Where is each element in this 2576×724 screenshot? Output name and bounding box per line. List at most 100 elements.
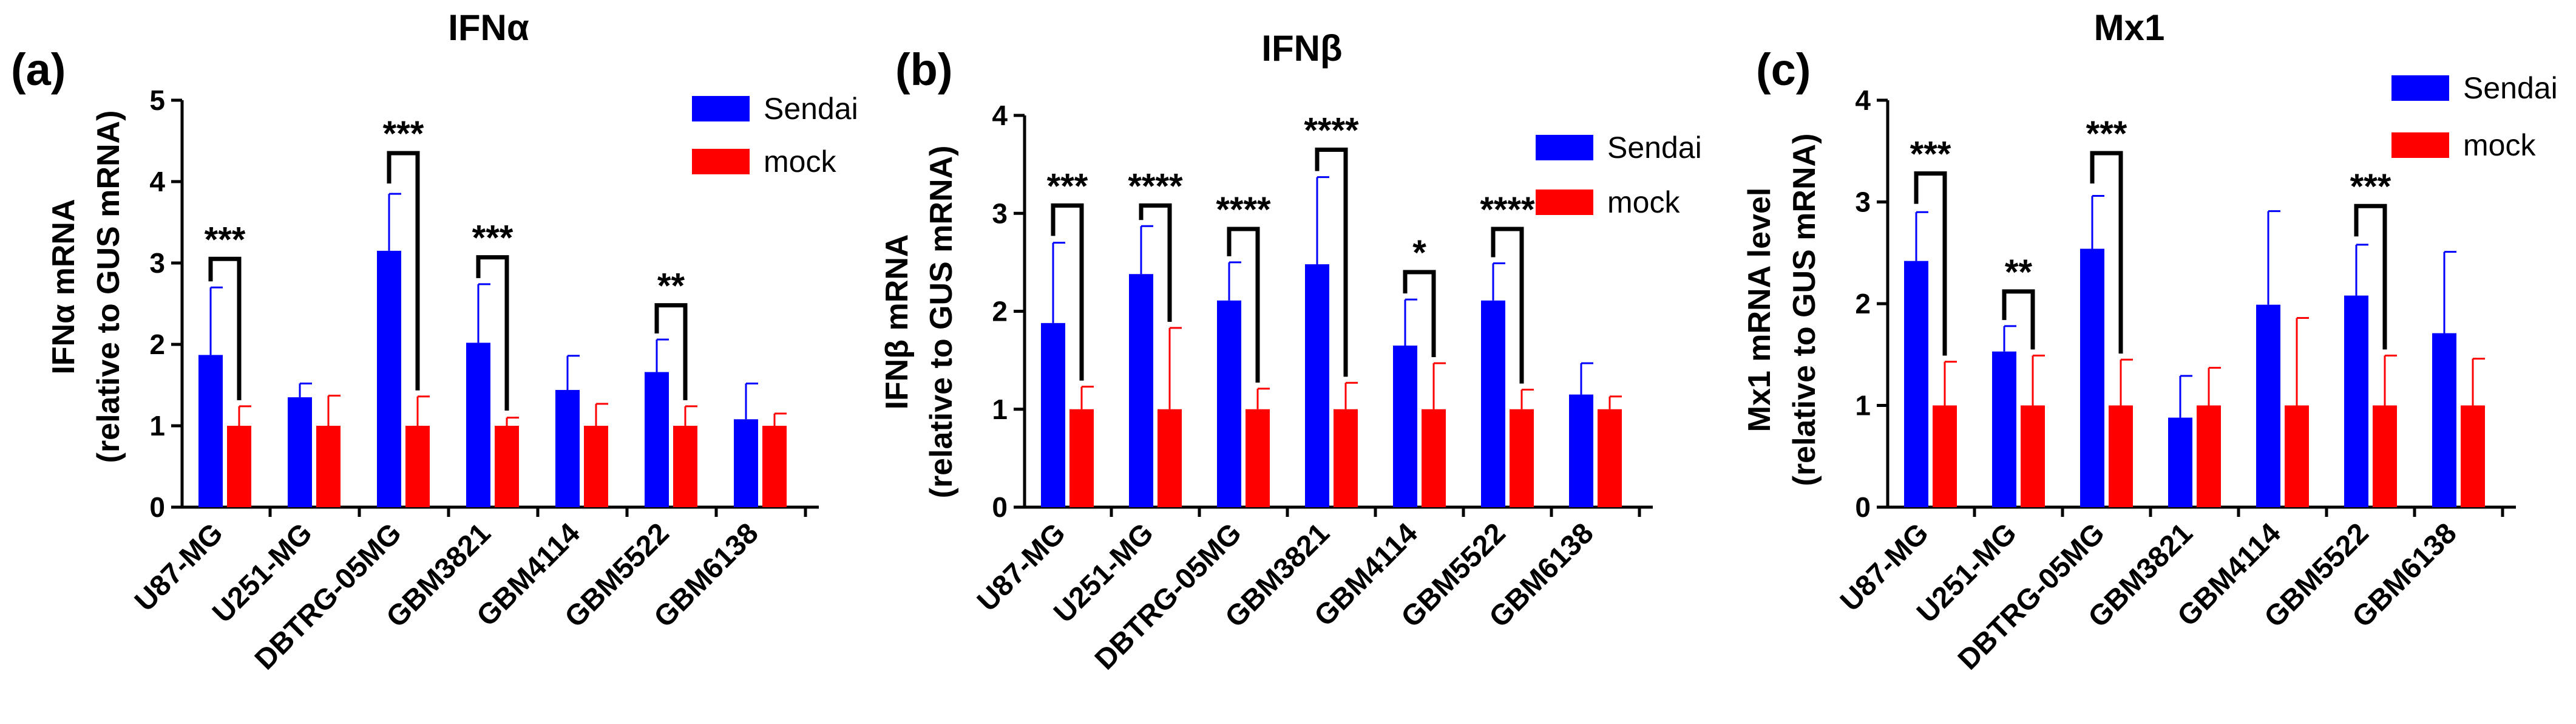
bar-sendai-c [2344,295,2368,507]
significance-label-a: *** [472,219,514,258]
y-axis-title-line1-b: IFNβ mRNA [880,234,915,410]
bar-sendai-b [1393,345,1417,507]
y-tick-label-c: 1 [1855,390,1871,422]
y-tick-label-b: 2 [992,296,1008,327]
bar-sendai-a [466,343,490,507]
y-tick-label-a: 3 [149,247,165,279]
y-tick-label-c: 3 [1855,186,1871,218]
bar-sendai-a [198,355,223,507]
bar-mock-b [1246,409,1270,507]
bar-sendai-b [1481,300,1505,507]
significance-bracket-b [1315,147,1348,377]
bar-sendai-b [1569,394,1593,507]
significance-label-b: **** [1216,190,1271,230]
panel-label-a: (a) [11,44,66,95]
bar-sendai-a [377,250,401,507]
significance-bracket-c [1914,171,1947,356]
significance-label-a: ** [657,267,685,306]
y-tick-label-a: 2 [149,329,165,360]
significance-bracket-b [1051,203,1084,381]
y-tick-label-b: 1 [992,394,1008,425]
significance-bracket-a [387,151,420,391]
y-tick-label-b: 0 [992,491,1008,523]
legend-label-sendai-a: Sendai [764,92,858,126]
y-tick-label-b: 4 [992,100,1008,131]
legend-swatch-mock-b [1536,190,1593,215]
bar-sendai-b [1305,264,1329,507]
panel-b: (b) IFNβ IFNβ mRNA (relative to GUS mRNA… [880,28,1702,676]
bar-mock-a [405,426,430,507]
significance-bracket-b [1139,203,1172,322]
significance-bracket-b [1491,227,1524,384]
bar-sendai-a [645,372,669,507]
y-axis-title-line2-c: (relative to GUS mRNA) [1787,134,1822,487]
y-tick-label-a: 4 [149,166,165,197]
legend-swatch-sendai-b [1536,135,1593,160]
significance-label-b: **** [1480,190,1535,230]
y-tick-label-a: 5 [149,84,165,116]
bar-sendai-a [734,419,758,507]
chart-title-a: IFNα [448,7,529,48]
significance-bracket-b [1403,270,1436,357]
legend-swatch-mock-c [2391,132,2449,158]
significance-label-c: *** [2350,167,2391,207]
significance-label-b: * [1412,233,1426,273]
panel-label-b: (b) [895,44,953,95]
legend-label-mock-b: mock [1607,185,1680,219]
bar-mock-c [2197,405,2221,507]
chart-title-b: IFNβ [1261,28,1342,69]
plot-area-b: 01234U87-MGU251-MGDBTRG-05MGGBM3821GBM41… [971,100,1653,676]
bar-sendai-b [1217,300,1241,507]
bar-mock-b [1510,409,1534,507]
y-axis-title-line2-a: (relative to GUS mRNA) [91,111,126,463]
significance-bracket-c [2090,151,2123,354]
bar-mock-c [2285,405,2309,507]
bar-mock-b [1422,409,1446,507]
y-tick-label-c: 2 [1855,288,1871,319]
y-axis-title-line1-a: IFNα mRNA [46,199,81,374]
bar-sendai-c [2080,248,2104,507]
bar-sendai-c [2168,417,2192,507]
bar-sendai-c [2432,333,2456,507]
significance-bracket-a [208,256,242,400]
significance-label-a: *** [205,220,246,259]
significance-label-b: **** [1128,166,1183,206]
legend-label-sendai-c: Sendai [2463,71,2558,105]
significance-bracket-b [1227,227,1260,383]
y-axis-title-line2-b: (relative to GUS mRNA) [924,146,959,499]
panel-label-c: (c) [1756,44,1811,95]
bar-mock-a [316,426,341,507]
bar-mock-a [495,426,519,507]
significance-bracket-c [2354,203,2387,350]
bar-mock-a [673,426,697,507]
significance-label-c: *** [1910,135,1951,174]
bar-sendai-c [1992,351,2016,507]
significance-bracket-a [476,255,509,411]
bar-sendai-c [1904,261,1928,507]
legend-swatch-sendai-a [692,96,750,121]
y-tick-label-c: 4 [1855,84,1871,116]
bar-mock-a [762,426,787,507]
bar-sendai-a [288,397,312,507]
bar-sendai-c [2256,304,2280,507]
bar-sendai-b [1041,323,1065,507]
bar-mock-c [1933,405,1957,507]
bar-mock-c [2021,405,2045,507]
y-tick-label-a: 0 [149,491,165,523]
bar-mock-b [1069,409,1094,507]
plot-area-c: 01234U87-MGU251-MGDBTRG-05MGGBM3821GBM41… [1834,84,2516,676]
bar-mock-c [2461,405,2485,507]
chart-title-c: Mx1 [2094,7,2165,48]
bar-sendai-a [555,390,580,507]
significance-label-b: *** [1047,166,1088,206]
bar-mock-a [227,426,251,507]
legend-label-mock-a: mock [764,145,836,179]
legend-swatch-sendai-c [2391,75,2449,101]
y-tick-label-b: 3 [992,197,1008,229]
bar-mock-c [2109,405,2133,507]
panel-c: (c) Mx1 Mx1 mRNA level (relative to GUS … [1742,7,2558,676]
bar-mock-b [1158,409,1182,507]
y-tick-label-c: 0 [1855,491,1871,523]
legend-label-sendai-b: Sendai [1607,131,1702,165]
significance-label-a: *** [383,114,424,154]
